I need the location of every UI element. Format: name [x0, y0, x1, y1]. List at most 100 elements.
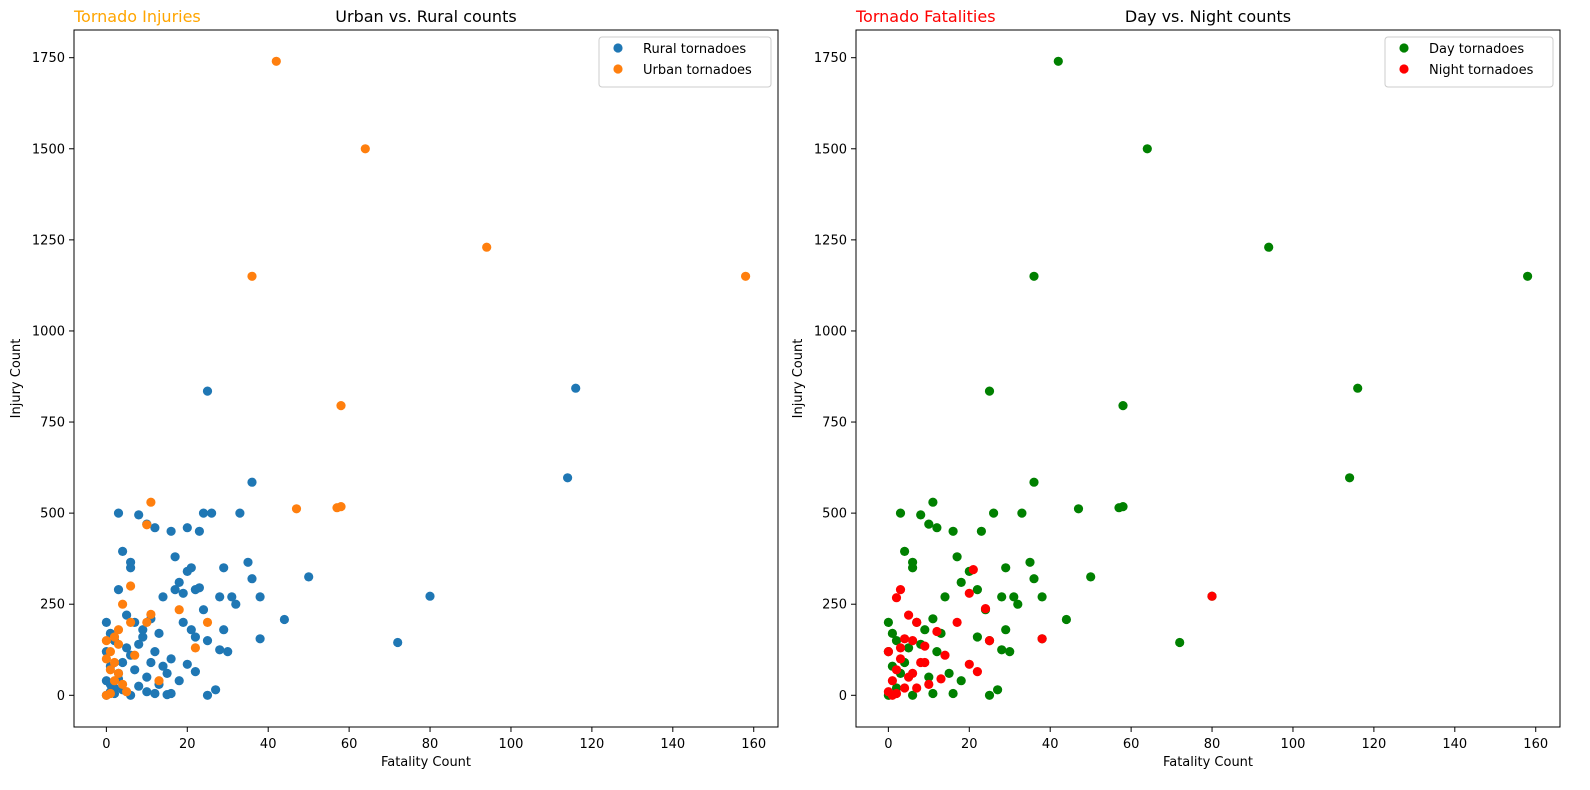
scatter-point [190, 632, 200, 642]
scatter-point [920, 641, 930, 651]
scatter-point [1345, 473, 1355, 483]
scatter-point [891, 688, 902, 699]
scatter-point [118, 546, 128, 557]
x-axis-label: Fatality Count [381, 755, 471, 770]
scatter-point [247, 271, 257, 281]
scatter-point [109, 657, 120, 668]
scatter-point [932, 626, 942, 637]
scatter-point [1053, 56, 1063, 66]
scatter-point [223, 647, 233, 657]
scatter-point [900, 634, 910, 644]
y-tick-label: 1750 [814, 51, 847, 66]
scatter-point [158, 592, 168, 602]
scatter-point [170, 585, 180, 595]
data-points [883, 56, 1533, 700]
scatter-point [202, 690, 213, 700]
scatter-point [883, 647, 894, 657]
legend-box [1384, 36, 1554, 88]
scatter-point [194, 526, 204, 536]
scatter-point [190, 643, 200, 653]
series-1 [883, 565, 1217, 700]
y-tick-label: 0 [57, 689, 65, 704]
scatter-point [150, 523, 160, 533]
scatter-point [255, 592, 265, 602]
scatter-point [219, 563, 229, 573]
y-tick-label: 1250 [814, 233, 847, 248]
scatter-point [1118, 401, 1128, 411]
legend-label: Urban tornadoes [643, 63, 752, 78]
scatter-point [936, 674, 946, 684]
scatter-point [944, 668, 954, 679]
scatter-point [908, 636, 918, 646]
legend-box [598, 36, 772, 88]
scatter-point [1001, 625, 1011, 635]
scatter-point [198, 605, 209, 615]
scatter-point [904, 643, 914, 653]
y-tick-label: 500 [822, 507, 847, 522]
scatter-point [972, 667, 983, 677]
scatter-point [984, 636, 995, 646]
legend-label: Rural tornadoes [643, 42, 746, 57]
scatter-point [150, 647, 160, 657]
scatter-point [101, 654, 111, 664]
series-0 [101, 383, 581, 700]
chart-title: Urban vs. Rural counts [335, 7, 516, 26]
chart-title: Day vs. Night counts [1125, 7, 1291, 26]
scatter-point [138, 625, 148, 635]
x-tick-label: 120 [579, 737, 604, 752]
scatter-point [122, 687, 132, 697]
scatter-point [924, 679, 934, 690]
scatter-point [134, 639, 144, 649]
scatter-point [130, 650, 140, 660]
scatter-point [105, 688, 115, 699]
scatter-point [170, 552, 180, 562]
x-tick-label: 40 [1042, 737, 1059, 752]
scatter-point [198, 508, 209, 518]
scatter-point [997, 645, 1007, 655]
x-tick-label: 0 [884, 737, 892, 752]
corner-title: Tornado Injuries [73, 7, 201, 26]
scatter-point [425, 591, 435, 601]
scatter-point [895, 643, 906, 653]
scatter-point [101, 636, 111, 646]
scatter-point [227, 592, 237, 602]
scatter-point [247, 477, 257, 487]
scatter-point [920, 625, 930, 635]
y-tick-label: 1750 [32, 51, 65, 66]
scatter-point [912, 683, 922, 693]
scatter-point [972, 632, 983, 642]
scatter-point [482, 242, 492, 252]
scatter-point [1005, 647, 1015, 657]
scatter-point [972, 585, 983, 595]
scatter-point [1025, 557, 1035, 567]
scatter-point [976, 526, 987, 536]
scatter-point [984, 690, 995, 700]
data-points [101, 56, 751, 700]
scatter-point [563, 473, 573, 483]
scatter-point [231, 599, 241, 609]
scatter-point [997, 592, 1007, 602]
scatter-point [895, 508, 906, 518]
scatter-point [980, 604, 991, 614]
scatter-point [1207, 591, 1217, 601]
scatter-point [247, 574, 257, 584]
scatter-point [1073, 504, 1084, 514]
scatter-point [174, 676, 184, 686]
scatter-point [190, 667, 200, 677]
scatter-point [215, 592, 225, 602]
scatter-point [126, 557, 136, 567]
y-tick-label: 1500 [32, 142, 65, 157]
scatter-point [920, 657, 930, 668]
x-tick-label: 140 [660, 737, 685, 752]
scatter-point [211, 685, 221, 695]
scatter-point [1037, 592, 1047, 602]
scatter-point [130, 665, 140, 675]
x-tick-label: 80 [1204, 737, 1221, 752]
scatter-point [134, 681, 144, 691]
scatter-point [178, 588, 188, 598]
y-axis: 0 250 500 750 1000 1250 1500 1750 [32, 51, 74, 704]
scatter-point [1061, 614, 1071, 625]
scatter-point [178, 617, 188, 628]
y-tick-label: 1000 [814, 324, 847, 339]
scatter-point [202, 617, 213, 628]
